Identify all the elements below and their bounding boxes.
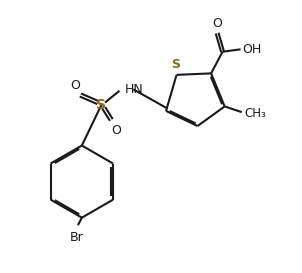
Text: O: O (212, 17, 222, 30)
Text: O: O (70, 79, 80, 92)
Text: OH: OH (242, 43, 261, 56)
Text: Br: Br (69, 231, 83, 244)
Text: S: S (172, 58, 181, 71)
Text: O: O (111, 124, 121, 138)
Text: CH₃: CH₃ (244, 106, 266, 120)
Text: S: S (96, 98, 106, 112)
Text: HN: HN (125, 83, 143, 96)
